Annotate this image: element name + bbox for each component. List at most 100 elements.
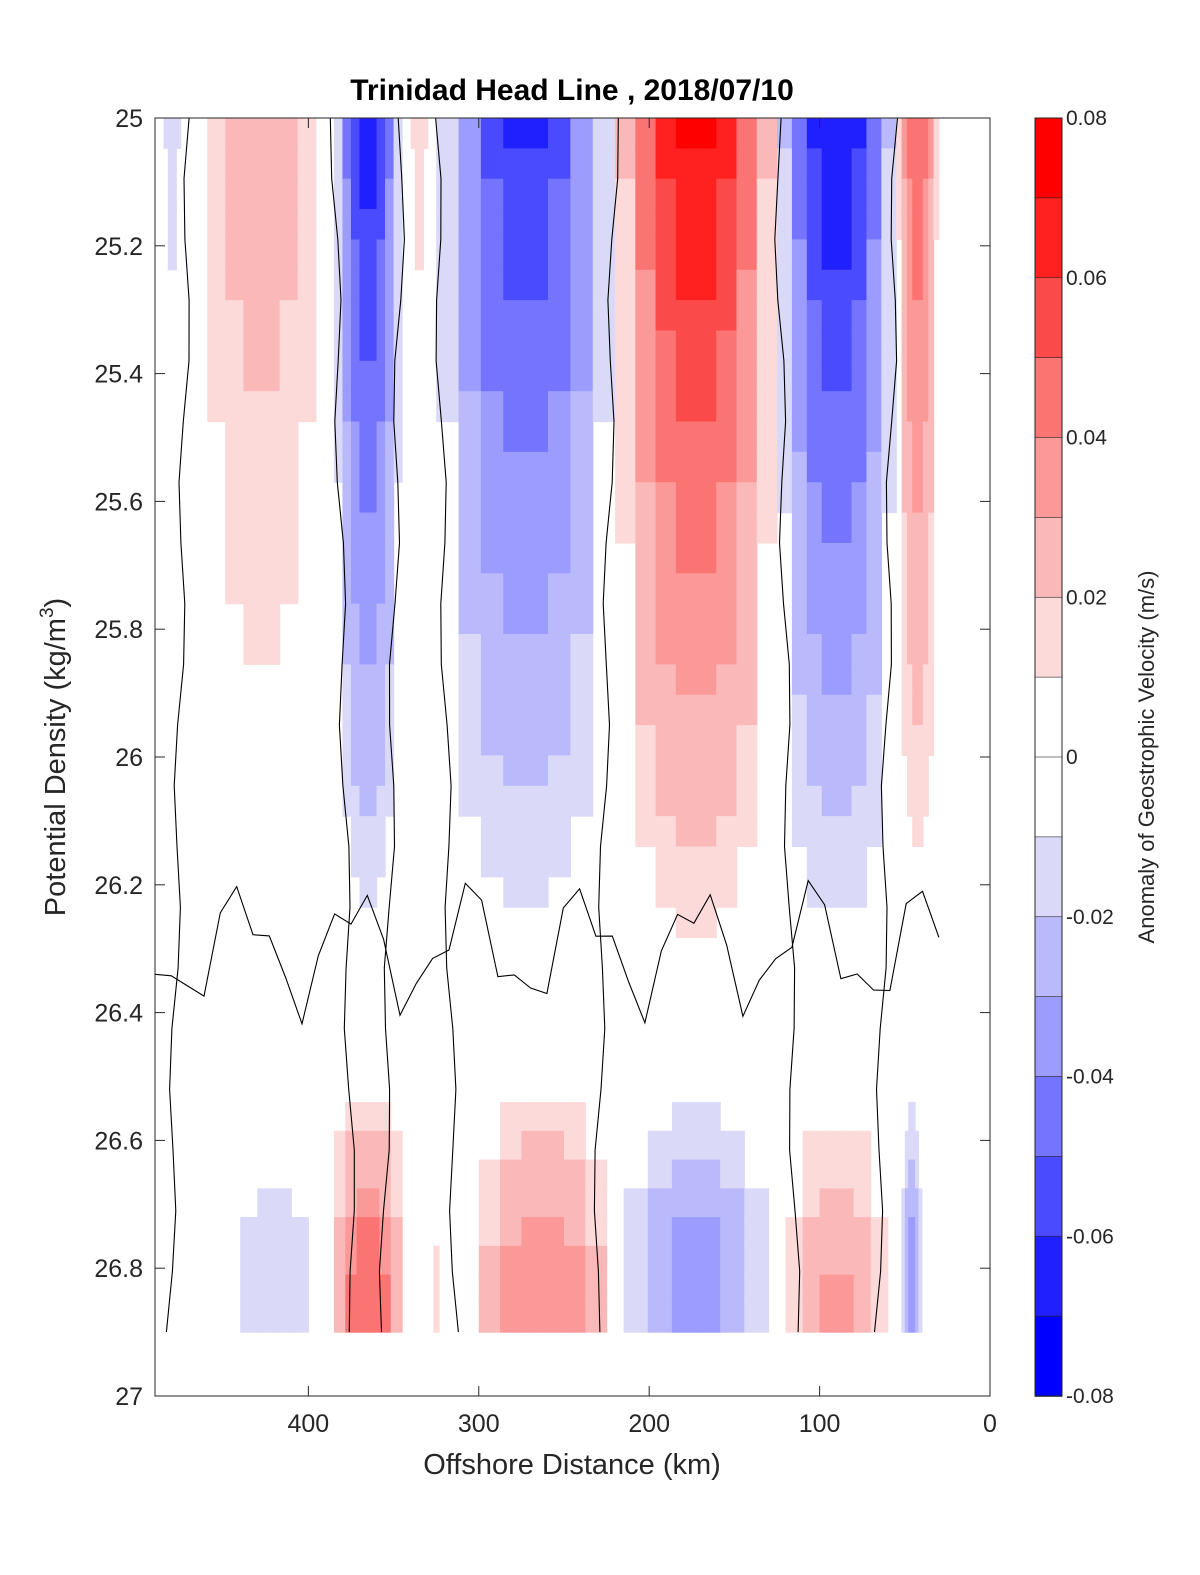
band-cell (806, 330, 823, 362)
band-cell (376, 664, 386, 696)
band-cell (342, 664, 352, 696)
band-cell (806, 451, 823, 483)
band-cell (917, 755, 924, 787)
deep-patch-cell (785, 1303, 804, 1333)
band-cell (901, 269, 908, 301)
deep-patch-cell (819, 1245, 838, 1276)
deep-patch-cell (500, 1245, 522, 1276)
band-cell (635, 421, 657, 453)
band-cell (368, 209, 378, 241)
deep-patch-cell (585, 1159, 608, 1189)
band-cell (696, 725, 717, 757)
band-cell (922, 118, 929, 149)
band-cell (376, 725, 386, 757)
band-cell (436, 118, 460, 149)
band-cell (635, 573, 657, 605)
deep-patch-cell (521, 1245, 544, 1276)
band-cell (342, 755, 352, 787)
band-cell (261, 360, 281, 392)
band-cell (736, 148, 758, 180)
band-cell (756, 512, 778, 544)
y-tick-label: 25.6 (94, 488, 143, 516)
band-cell (806, 542, 823, 574)
band-cell (570, 542, 594, 574)
band-cell (851, 876, 868, 908)
deep-patch-cell (819, 1159, 838, 1189)
band-cell (881, 330, 897, 362)
band-cell (912, 178, 919, 210)
deep-patch-cell (368, 1245, 380, 1276)
band-cell (901, 118, 908, 149)
band-cell (635, 542, 657, 574)
band-cell (716, 785, 738, 817)
deep-patch-cell (521, 1102, 544, 1132)
band-cell (207, 360, 226, 392)
deep-patch-cell (257, 1303, 275, 1333)
deep-patch-cell (345, 1159, 358, 1189)
band-cell (350, 360, 361, 392)
band-cell (525, 512, 549, 544)
band-cell (615, 300, 636, 332)
band-cell (480, 785, 504, 817)
deep-patch-cell (379, 1159, 392, 1189)
band-cell (525, 816, 549, 848)
band-cell (393, 451, 403, 483)
deep-patch-cell (901, 1303, 906, 1333)
band-cell (881, 209, 897, 241)
band-cell (368, 148, 378, 180)
band-cell (333, 421, 344, 453)
band-cell (836, 542, 853, 574)
band-cell (928, 360, 935, 392)
band-cell (385, 451, 395, 483)
band-cell (922, 603, 929, 635)
band-cell (503, 482, 527, 514)
band-cell (836, 482, 853, 514)
deep-patch-cell (379, 1245, 392, 1276)
band-cell (261, 482, 281, 514)
deep-patch-cell (904, 1303, 909, 1333)
deep-patch-cell (908, 1130, 913, 1161)
colorbar-tick-label: -0.06 (1066, 1225, 1114, 1248)
band-cell (917, 209, 924, 241)
band-cell (806, 300, 823, 332)
deep-patch-cell (671, 1274, 697, 1304)
y-tick-label: 25.4 (94, 361, 143, 389)
deep-patch-cell (368, 1217, 380, 1247)
deep-patch-cell (433, 1274, 437, 1304)
band-cell (635, 209, 657, 241)
band-cell (906, 542, 913, 574)
deep-patch-cell (802, 1217, 821, 1247)
deep-patch-cell (908, 1303, 913, 1333)
deep-patch-cell (908, 1188, 913, 1218)
band-cell (458, 239, 482, 271)
band-cell (503, 694, 527, 726)
band-cell (655, 178, 677, 210)
band-cell (756, 451, 778, 483)
band-cell (503, 876, 527, 908)
band-cell (836, 148, 853, 180)
band-cell (716, 269, 738, 301)
band-cell (458, 269, 482, 301)
band-cell (458, 755, 482, 787)
band-cell (881, 118, 897, 149)
band-cell (821, 178, 838, 210)
band-cell (922, 664, 929, 696)
band-cell (376, 300, 386, 332)
band-cell (525, 178, 549, 210)
band-cell (243, 178, 263, 210)
band-cell (480, 482, 504, 514)
band-cell (716, 330, 738, 362)
deep-patch-cell (500, 1102, 522, 1132)
band-cell (675, 360, 697, 392)
band-cell (376, 118, 386, 149)
deep-patch-cell (478, 1274, 501, 1304)
colorbar-segment (1034, 437, 1063, 519)
deep-patch-cell (433, 1245, 437, 1276)
band-cell (655, 482, 677, 514)
band-cell (655, 209, 677, 241)
band-cell (675, 330, 697, 362)
band-cell (922, 633, 929, 665)
band-cell (851, 451, 868, 483)
deep-patch-cell (720, 1303, 745, 1333)
deep-patch-cell (390, 1303, 403, 1333)
